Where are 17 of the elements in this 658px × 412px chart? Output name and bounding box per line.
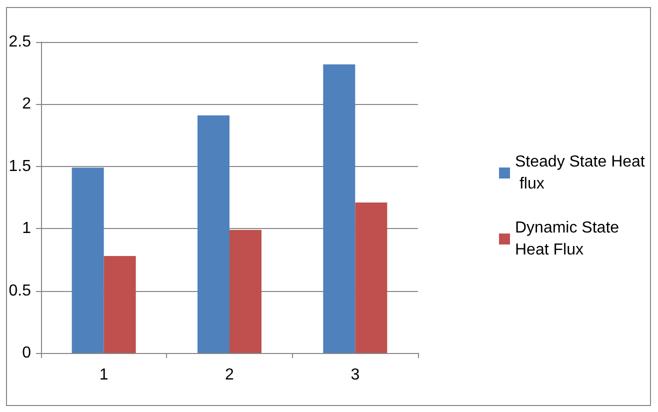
bar xyxy=(230,230,262,353)
y-tick-label: 2.5 xyxy=(8,34,32,50)
y-tick-label: 2 xyxy=(22,96,32,113)
legend-label: Steady State Heat flux xyxy=(515,154,646,192)
bar xyxy=(72,168,104,353)
y-tick-label: 0 xyxy=(22,344,32,362)
x-tick-label: 3 xyxy=(350,366,360,384)
y-tick-label: 1 xyxy=(22,220,32,238)
bar xyxy=(323,64,356,353)
bar xyxy=(198,115,230,353)
x-tick-label: 1 xyxy=(99,366,108,384)
legend-label: Dynamic State Heat Flux xyxy=(515,220,624,258)
bar xyxy=(104,256,136,353)
x-tick-label: 2 xyxy=(225,366,234,384)
y-tick-label: 0.5 xyxy=(8,282,32,300)
bar xyxy=(355,202,388,353)
y-tick-label: 1.5 xyxy=(8,158,32,175)
